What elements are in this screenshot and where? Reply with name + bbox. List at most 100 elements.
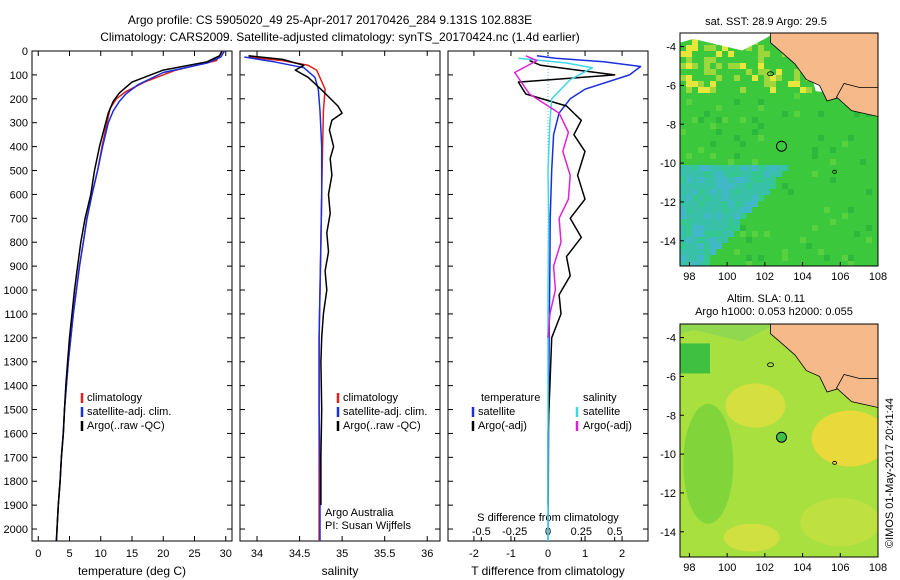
sst-cell xyxy=(734,177,740,183)
sst-cell xyxy=(752,177,758,183)
map-x-tick-label: 98 xyxy=(683,271,695,283)
sst-cell xyxy=(680,171,686,177)
sst-cell xyxy=(746,165,752,171)
sst-cell xyxy=(704,165,710,171)
sst-cell xyxy=(710,45,716,51)
y-tick-label: 900 xyxy=(10,261,28,273)
sla-cell xyxy=(680,343,710,374)
sst-cell xyxy=(692,243,698,249)
sst-cell xyxy=(794,81,800,87)
x-axis-label: temperature (deg C) xyxy=(78,564,186,578)
sst-cell xyxy=(680,63,686,69)
x-axis-label: salinity xyxy=(322,564,359,578)
sst-cell xyxy=(704,255,710,261)
sst-cell xyxy=(680,51,686,57)
sst-cell xyxy=(788,81,794,87)
sst-cell xyxy=(848,135,854,141)
sst-cell xyxy=(746,261,752,266)
sst-cell xyxy=(752,117,758,123)
sst-cell xyxy=(710,219,716,225)
sst-cell xyxy=(716,105,722,111)
x-tick-label: 5 xyxy=(66,548,72,560)
sst-cell xyxy=(686,183,692,189)
y-tick-label: 800 xyxy=(10,237,28,249)
sst-cell xyxy=(782,249,788,255)
sst-cell xyxy=(728,51,734,57)
sst-cell xyxy=(704,63,710,69)
sst-cell xyxy=(680,225,686,231)
sst-cell xyxy=(770,87,776,93)
y-tick-label: 1200 xyxy=(4,333,28,345)
sst-cell xyxy=(758,183,764,189)
plot-frame xyxy=(239,50,441,542)
x-tick-label: 0 xyxy=(35,548,41,560)
sst-cell xyxy=(722,195,728,201)
sst-cell xyxy=(734,249,740,255)
sst-cell xyxy=(734,225,740,231)
sst-cell xyxy=(788,189,794,195)
series-line-2 xyxy=(248,55,343,506)
sst-cell xyxy=(692,213,698,219)
legend-label: Argo(-adj) xyxy=(583,420,632,432)
sst-cell xyxy=(704,201,710,207)
sst-cell xyxy=(716,51,722,57)
sst-cell xyxy=(680,237,686,243)
map-field xyxy=(680,324,878,557)
sst-cell xyxy=(722,189,728,195)
sst-cell xyxy=(704,213,710,219)
sst-cell xyxy=(734,75,740,81)
sst-cell xyxy=(704,45,710,51)
sst-cell xyxy=(740,207,746,213)
sst-cell xyxy=(716,237,722,243)
x-tick-label: 34.5 xyxy=(289,548,310,560)
sst-cell xyxy=(752,129,758,135)
sst-cell xyxy=(728,159,734,165)
sst-cell xyxy=(698,147,704,153)
sst-cell xyxy=(746,195,752,201)
sst-cell xyxy=(680,261,686,266)
sst-cell xyxy=(818,249,824,255)
sla-high-blob xyxy=(800,498,878,547)
sst-cell xyxy=(752,165,758,171)
sst-cell xyxy=(818,111,824,117)
sst-cell xyxy=(704,195,710,201)
sst-cell xyxy=(734,63,740,69)
sst-cell xyxy=(728,225,734,231)
map-y-tick-label: -8 xyxy=(666,410,676,422)
sst-cell xyxy=(710,213,716,219)
sst-cell xyxy=(710,69,716,75)
sst-cell xyxy=(722,237,728,243)
sst-cell xyxy=(716,117,722,123)
sst-cell xyxy=(710,87,716,93)
sst-cell xyxy=(686,63,692,69)
sst-cell xyxy=(692,177,698,183)
sst-cell xyxy=(734,183,740,189)
sst-cell xyxy=(758,105,764,111)
plot-frame xyxy=(31,50,233,542)
sst-cell xyxy=(782,183,788,189)
sst-cell xyxy=(722,201,728,207)
sst-cell xyxy=(704,69,710,75)
map-x-tick-label: 106 xyxy=(831,271,849,283)
series-line-1 xyxy=(517,59,616,506)
sst-cell xyxy=(734,195,740,201)
sst-cell xyxy=(854,111,860,117)
sst-cell xyxy=(716,231,722,237)
sst-cell xyxy=(722,231,728,237)
sst-cell xyxy=(758,45,764,51)
sst-cell xyxy=(758,255,764,261)
sst-cell xyxy=(794,75,800,81)
sst-cell xyxy=(698,219,704,225)
sst-cell xyxy=(866,189,872,195)
s-diff-tick-label: 0.25 xyxy=(571,526,592,538)
sst-cell xyxy=(692,189,698,195)
sst-cell xyxy=(758,189,764,195)
sst-cell xyxy=(800,87,806,93)
sst-cell xyxy=(824,207,830,213)
sst-cell xyxy=(680,249,686,255)
sst-cell xyxy=(710,207,716,213)
y-tick-label: 500 xyxy=(10,166,28,178)
sst-cell xyxy=(830,219,836,225)
sst-cell xyxy=(740,189,746,195)
sst-cell xyxy=(686,165,692,171)
